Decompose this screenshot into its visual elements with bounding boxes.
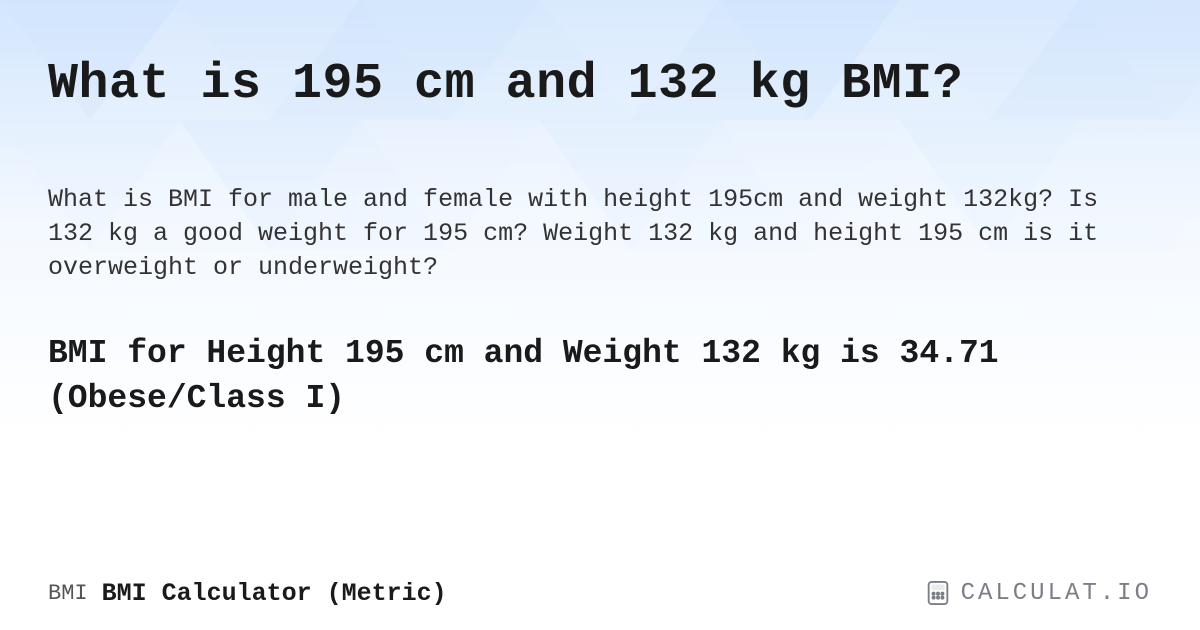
footer-bar: BMI BMI Calculator (Metric) CALCULAT.IO: [0, 556, 1200, 630]
bmi-result-heading: BMI for Height 195 cm and Weight 132 kg …: [48, 332, 1148, 421]
page-title: What is 195 cm and 132 kg BMI?: [48, 56, 1152, 113]
brand-text: CALCULAT.IO: [961, 580, 1152, 607]
intro-paragraph: What is BMI for male and female with hei…: [48, 183, 1148, 284]
footer-left-group: BMI BMI Calculator (Metric): [48, 579, 447, 608]
main-content: What is 195 cm and 132 kg BMI? What is B…: [0, 0, 1200, 421]
bmi-badge: BMI: [48, 581, 88, 606]
brand: CALCULAT.IO: [923, 578, 1152, 608]
calculator-icon: [923, 578, 953, 608]
calculator-label: BMI Calculator (Metric): [102, 579, 447, 608]
